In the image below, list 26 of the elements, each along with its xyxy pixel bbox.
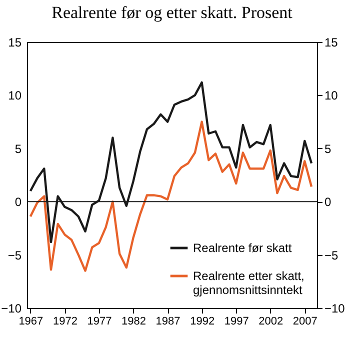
x-tick-label: 2007 [292, 316, 318, 328]
legend-label: Realrente før skatt [193, 241, 292, 255]
x-tick-label: 1982 [122, 316, 146, 328]
x-tick-label: 1997 [224, 316, 249, 328]
chart-title: Realrente før og etter skatt. Prosent [52, 3, 293, 22]
y2-tick-label: 5 [14, 142, 22, 156]
y2-tick-label: 0 [14, 195, 22, 210]
y-tick-label: 15 [324, 36, 338, 50]
x-tick-label: 1967 [18, 316, 44, 328]
x-tick-label: 1977 [87, 316, 112, 328]
x-tick-label: 1972 [52, 316, 78, 328]
y-tick-label: −10 [324, 302, 346, 316]
y-tick-label: 10 [324, 88, 338, 103]
y2-tick-label: −10 [1, 302, 22, 316]
legend-label: Realrente etter skatt, gjennomsnittsinntekt [193, 269, 304, 297]
x-tick-label: 1992 [190, 316, 215, 328]
y-tick-label: 5 [324, 142, 332, 156]
y-tick-label: 0 [324, 195, 332, 210]
y2-tick-label: −5 [8, 248, 22, 262]
x-tick-label: 1987 [156, 316, 180, 328]
x-tick-label: 2002 [258, 316, 284, 328]
line-series [29, 81, 313, 244]
y2-tick-label: 10 [8, 88, 22, 103]
line-series [29, 120, 313, 272]
y2-tick-label: 15 [8, 36, 22, 50]
y-tick-label: −5 [324, 248, 339, 262]
